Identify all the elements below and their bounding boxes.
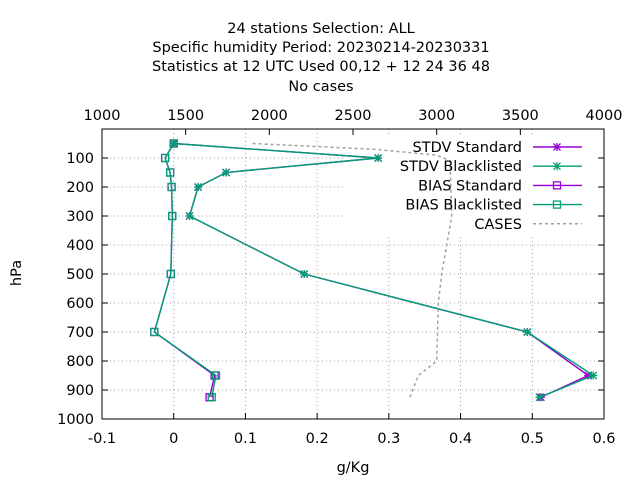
y-tick-label: 500 xyxy=(66,267,94,283)
data-point-square xyxy=(552,200,562,209)
chart-title: 24 stations Selection: ALL Specific humi… xyxy=(152,21,490,95)
series-cases xyxy=(252,142,453,398)
x-axis-label: g/Kg xyxy=(337,460,370,476)
data-point-x xyxy=(169,139,178,148)
data-point-x xyxy=(553,162,561,171)
x2-tick-label: 3500 xyxy=(502,108,539,124)
data-point-x xyxy=(185,212,194,220)
series-line xyxy=(153,143,217,398)
y-tick-label: 200 xyxy=(66,180,94,196)
data-point-square xyxy=(160,153,170,163)
x-tick-label: 0.6 xyxy=(592,431,615,447)
data-point-x xyxy=(553,143,561,151)
series-line xyxy=(153,143,216,398)
data-point-x xyxy=(194,183,203,191)
y-tick-label: 300 xyxy=(66,209,94,225)
x2-tick-label: 2000 xyxy=(251,108,288,124)
grid xyxy=(102,129,604,419)
legend-label: STDV Blacklisted xyxy=(400,159,522,175)
data-point-square xyxy=(165,168,175,177)
data-point-x xyxy=(589,371,598,380)
data-point-x xyxy=(300,270,309,278)
legend: STDV Standard STDV Blacklisted BIAS Standa… xyxy=(400,140,582,233)
data-point-square xyxy=(207,393,216,402)
data-point-square xyxy=(552,181,562,190)
title-line-4: No cases xyxy=(288,79,353,95)
x2-tick-label: 1500 xyxy=(167,108,204,124)
x-tick-label: 0.5 xyxy=(521,431,544,447)
title-line-3: Statistics at 12 UTC Used 00,12 + 12 24 … xyxy=(152,59,490,75)
data-point-square xyxy=(150,327,159,337)
legend-label: BIAS Blacklisted xyxy=(405,198,522,214)
x2-tick-label: 3000 xyxy=(418,108,455,124)
y-tick-label: 100 xyxy=(66,151,94,167)
data-point-x xyxy=(523,328,532,336)
data-point-square xyxy=(169,139,178,148)
legend-label: BIAS Standard xyxy=(418,178,522,194)
y-axis-label: hPa xyxy=(9,260,25,286)
y-tick-label: 700 xyxy=(66,325,94,341)
data-point-square xyxy=(167,182,176,192)
data-point-x xyxy=(535,393,544,402)
x-tick-label: 0.2 xyxy=(306,431,329,447)
title-line-1: 24 stations Selection: ALL xyxy=(227,21,415,37)
y-tick-label: 400 xyxy=(66,238,94,254)
legend-label: CASES xyxy=(474,217,522,233)
x-tick-label: 0.1 xyxy=(234,431,257,447)
x2-tick-label: 4000 xyxy=(586,108,623,124)
y-tick-label: 1000 xyxy=(57,412,94,428)
series-bias-standard xyxy=(150,139,219,402)
series-line xyxy=(252,142,453,398)
legend-label: STDV Standard xyxy=(413,140,522,156)
x-tick-label: 0.4 xyxy=(449,431,472,447)
y-tick-label: 900 xyxy=(66,383,94,399)
x-tick-label: 0.3 xyxy=(377,431,400,447)
y-tick-label: 800 xyxy=(66,354,94,370)
series-stdv-blacklisted xyxy=(169,139,598,402)
data-point-square xyxy=(211,371,221,380)
series-bias-blacklisted xyxy=(150,139,221,402)
x2-tick-label: 2500 xyxy=(335,108,372,124)
data-point-square xyxy=(166,269,175,279)
title-line-2: Specific humidity Period: 20230214-20230… xyxy=(152,40,489,56)
x-tick-label: -0.1 xyxy=(88,431,116,447)
data-point-square xyxy=(168,211,177,221)
data-point-x xyxy=(222,168,231,177)
y-tick-label: 600 xyxy=(66,296,94,312)
x2-tick-label: 1000 xyxy=(84,108,121,124)
x-tick-label: 0 xyxy=(169,431,178,447)
data-point-x xyxy=(374,154,383,162)
series-layer xyxy=(150,139,598,402)
axis-ticks: -0.1 0 0.1 0.2 0.3 0.4 0.5 0.6 1000 1500 2000 2500 3… xyxy=(57,108,622,447)
